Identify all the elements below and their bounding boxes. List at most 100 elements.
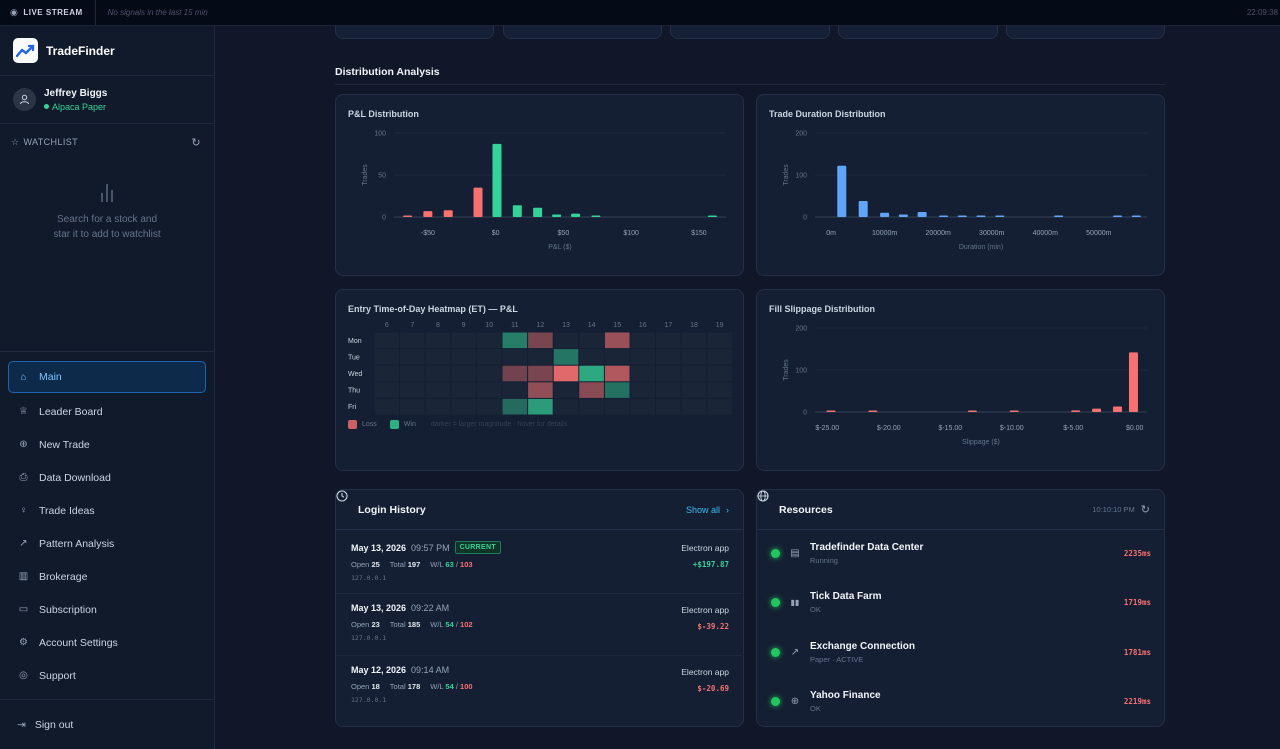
histogram-bar bbox=[967, 410, 977, 412]
trade-duration-card: Trade Duration Distribution 0 100 200 Trade… bbox=[756, 94, 1165, 276]
heatmap-cell bbox=[374, 398, 400, 415]
lightbulb-icon: ♀ bbox=[19, 505, 28, 516]
nav-item-pattern-analysis[interactable]: ↗ Pattern Analysis bbox=[8, 527, 206, 560]
heatmap-cell bbox=[681, 349, 707, 365]
refresh-watchlist-icon[interactable]: ↻ bbox=[191, 136, 201, 149]
watchlist-empty-line1: Search for a stock and bbox=[56, 214, 158, 225]
sign-out-label: Sign out bbox=[34, 718, 74, 731]
nav-item-data-download[interactable]: ⎙ Data Download bbox=[8, 461, 206, 494]
hour-label: 6 bbox=[385, 322, 389, 329]
login-row[interactable]: May 12, 2026 09:14 AM Open 18 Total 178 W/L… bbox=[336, 655, 744, 717]
show-all-link[interactable]: Show all › bbox=[686, 505, 729, 515]
heatmap-cell-loss bbox=[528, 332, 553, 349]
status-dot bbox=[771, 697, 780, 706]
heatmap-cell bbox=[579, 332, 604, 349]
x-tick-label: 10000m bbox=[872, 230, 897, 237]
nav-item-subscription[interactable]: ▭ Subscription bbox=[8, 593, 206, 626]
y-tick-label: 0 bbox=[382, 215, 386, 222]
login-app: Electron app bbox=[681, 543, 729, 553]
globe-icon bbox=[757, 490, 769, 502]
histogram-bar bbox=[443, 210, 453, 217]
brand[interactable]: TradeFinder bbox=[0, 26, 214, 76]
resource-row[interactable]: ▤ Tradefinder Data Center Running 2235ms bbox=[757, 529, 1165, 578]
open-label: Open bbox=[351, 620, 370, 629]
fill-slippage-chart: 0 100 200 Trades $-25.00 $-20.00 $-15.00 $-10.0… bbox=[783, 326, 1147, 446]
login-history-card: Login History Show all › May 13, 2026 09:5… bbox=[335, 489, 744, 727]
user-profile[interactable]: Jeffrey Biggs Alpaca Paper bbox=[0, 76, 214, 124]
x-tick-label: $0 bbox=[492, 230, 500, 237]
y-axis-label: Trades bbox=[362, 164, 369, 186]
main-nav: ⌂ Main ♕ Leader Board ⊕ New Trade ⎙ Data Dow… bbox=[0, 351, 214, 692]
lifebuoy-icon: ◎ bbox=[19, 670, 28, 681]
heatmap-cell-win bbox=[502, 398, 528, 415]
histogram-bar bbox=[898, 214, 908, 217]
nav-item-account-settings[interactable]: ⚙ Account Settings bbox=[8, 626, 206, 659]
status-dot bbox=[771, 549, 780, 558]
day-label: Mon bbox=[348, 338, 362, 345]
heatmap-cell-loss bbox=[579, 382, 604, 398]
globe-icon: ⊕ bbox=[790, 696, 800, 707]
resource-row[interactable]: ▮▮ Tick Data Farm OK 1719ms bbox=[757, 578, 1165, 627]
histogram-bar bbox=[1113, 215, 1123, 217]
chart-bars-icon bbox=[0, 180, 214, 202]
login-app: Electron app bbox=[681, 605, 729, 615]
status-dot bbox=[771, 598, 780, 607]
heatmap-cell bbox=[656, 382, 681, 398]
nav-item-new-trade[interactable]: ⊕ New Trade bbox=[8, 428, 206, 461]
hour-label: 10 bbox=[485, 322, 493, 329]
ip-address: 127.0.0.1 bbox=[351, 634, 387, 642]
refresh-resources-icon[interactable]: ↻ bbox=[1140, 504, 1150, 516]
sign-out-button[interactable]: ⇥ Sign out bbox=[0, 699, 214, 749]
heatmap-cell bbox=[476, 365, 502, 382]
watchlist-empty-state: Search for a stock and star it to add to… bbox=[0, 160, 214, 242]
heatmap-cell bbox=[476, 382, 502, 398]
x-tick-label: 0m bbox=[826, 230, 836, 237]
resource-latency: 1781ms bbox=[1123, 648, 1151, 657]
histogram-bar bbox=[1131, 215, 1141, 217]
total-count: 185 bbox=[407, 620, 421, 629]
nav-item-label: New Trade bbox=[39, 438, 90, 451]
heatmap-cell bbox=[425, 349, 451, 365]
login-row[interactable]: May 13, 2026 09:22 AM Open 23 Total 185 W/L… bbox=[336, 593, 744, 655]
resource-row[interactable]: ↗ Exchange Connection Paper · ACTIVE 1781… bbox=[757, 628, 1165, 677]
summary-card bbox=[503, 26, 662, 39]
histogram-bar bbox=[858, 201, 868, 217]
heatmap-cell bbox=[604, 349, 630, 365]
heatmap-cell bbox=[630, 382, 656, 398]
nav-item-trade-ideas[interactable]: ♀ Trade Ideas bbox=[8, 494, 206, 527]
login-history-title: Login History bbox=[358, 503, 426, 516]
histogram-bar bbox=[533, 207, 543, 217]
nav-item-main[interactable]: ⌂ Main bbox=[8, 361, 206, 393]
heatmap-cell bbox=[451, 382, 476, 398]
heatmap-cell bbox=[400, 332, 425, 349]
hour-label: 15 bbox=[613, 322, 621, 329]
trophy-icon: ♕ bbox=[19, 406, 28, 417]
resource-row[interactable]: ⊕ Yahoo Finance OK 2219ms bbox=[757, 677, 1165, 726]
heatmap-cell bbox=[579, 398, 604, 415]
signals-status: No signals in the last 15 min bbox=[107, 8, 208, 17]
nav-item-brokerage[interactable]: ▥ Brokerage bbox=[8, 560, 206, 593]
x-tick-label: $50 bbox=[558, 230, 570, 237]
nav-item-label: Data Download bbox=[39, 471, 111, 484]
y-tick-label: 100 bbox=[374, 131, 386, 138]
nav-item-leader-board[interactable]: ♕ Leader Board bbox=[8, 395, 206, 428]
fill-slippage-card: Fill Slippage Distribution 0 100 200 Trades… bbox=[756, 289, 1165, 471]
open-count: 18 bbox=[371, 682, 380, 691]
heatmap-legend: Loss Win darker = larger magnitude · hov… bbox=[348, 420, 567, 429]
heatmap-cell bbox=[630, 349, 656, 365]
wl-label: W/L bbox=[430, 620, 444, 629]
heatmap-cell bbox=[374, 365, 400, 382]
login-row[interactable]: May 13, 2026 09:57 PM CURRENT Open 25 Total… bbox=[336, 531, 744, 593]
y-tick-label: 100 bbox=[795, 368, 807, 375]
x-tick-label: $-15.00 bbox=[938, 425, 962, 432]
histogram-bar bbox=[1112, 406, 1122, 412]
heatmap-cell bbox=[656, 365, 681, 382]
session-pnl: $-20.69 bbox=[697, 684, 729, 693]
entry-heatmap-chart: 6 7 8 9 10 11 12 13 14 15 16 17 18 19 Mon Tue Wed Thu Fri bbox=[348, 322, 732, 415]
heatmap-cell bbox=[681, 365, 707, 382]
hour-label: 14 bbox=[588, 322, 596, 329]
histogram-bar bbox=[552, 214, 562, 217]
nav-item-support[interactable]: ◎ Support bbox=[8, 659, 206, 692]
heatmap-cell bbox=[681, 332, 707, 349]
user-icon bbox=[20, 94, 29, 105]
